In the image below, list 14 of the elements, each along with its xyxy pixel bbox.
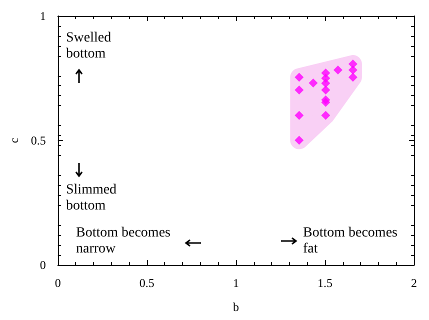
y-tick-label: 0 <box>40 258 46 272</box>
x-tick-label: 1.5 <box>317 276 332 290</box>
y-tick-label: 1 <box>40 9 46 23</box>
annotation: Slimmed bottom <box>66 182 120 214</box>
annotation: Swelled bottom <box>66 30 115 62</box>
annotation: Bottom becomes fat <box>303 226 401 256</box>
x-tick-label: 0 <box>54 276 61 290</box>
x-tick-label: 0.5 <box>139 276 154 290</box>
x-tick-label: 1 <box>232 276 239 290</box>
x-tick-label: 2 <box>411 276 417 290</box>
y-axis-title: c <box>7 138 21 144</box>
x-axis-title: b <box>232 300 239 314</box>
y-tick-label: 0.5 <box>30 134 46 148</box>
annotation: Bottom becomes narrow <box>76 226 174 256</box>
